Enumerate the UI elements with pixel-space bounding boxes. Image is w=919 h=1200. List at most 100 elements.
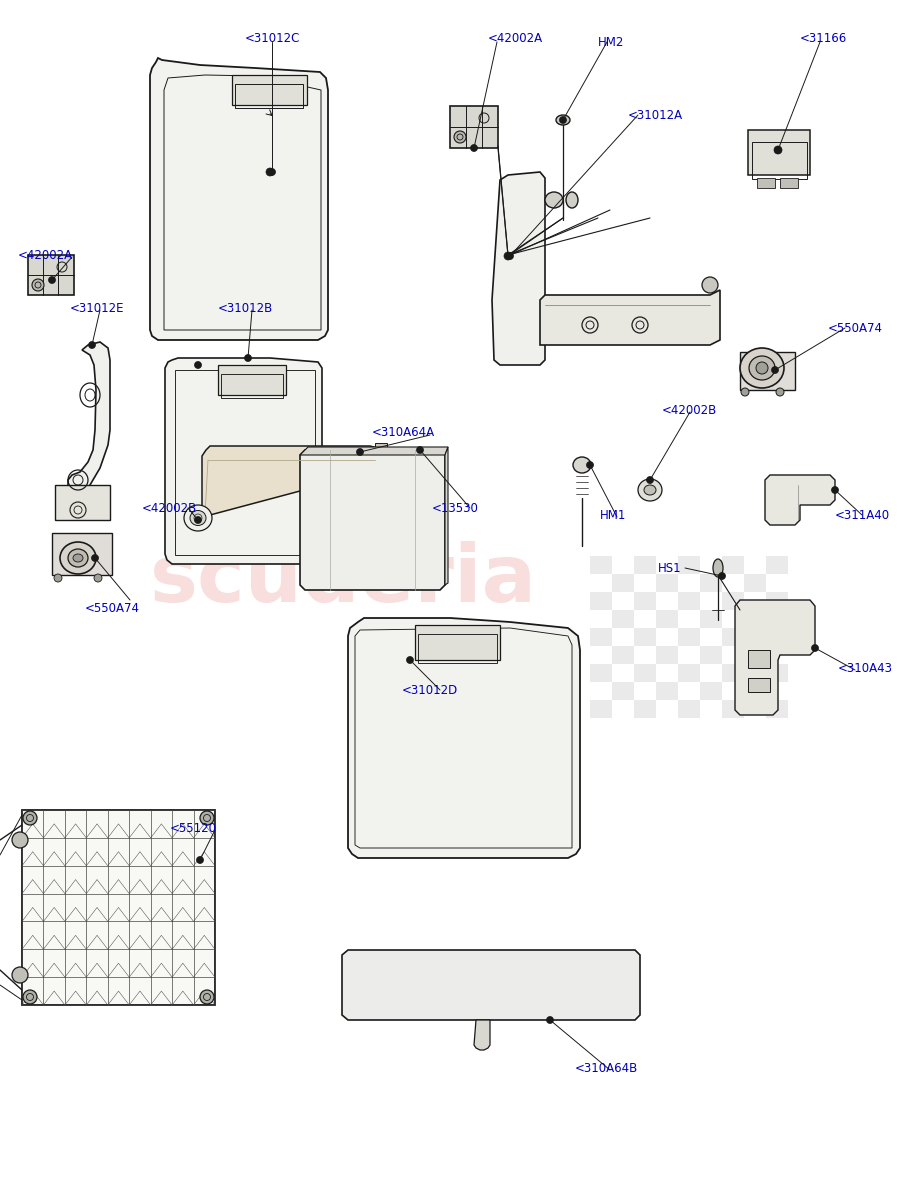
Bar (52, 533, 112, 575)
Text: <550A74: <550A74 (85, 601, 140, 614)
Ellipse shape (266, 168, 274, 176)
Bar (743, 682, 766, 700)
Ellipse shape (506, 252, 513, 259)
Bar (699, 610, 721, 628)
Bar (218, 365, 286, 395)
Ellipse shape (416, 446, 423, 454)
Text: <13530: <13530 (432, 502, 479, 515)
Ellipse shape (184, 505, 211, 530)
Text: <42002A: <42002A (487, 31, 542, 44)
Ellipse shape (555, 115, 570, 125)
Bar (766, 592, 788, 610)
Bar (589, 700, 611, 718)
Bar (779, 178, 797, 188)
Bar (380, 452, 388, 461)
Text: <311A40: <311A40 (834, 509, 890, 522)
Ellipse shape (739, 348, 783, 388)
Bar (417, 634, 496, 662)
Polygon shape (539, 290, 720, 346)
Ellipse shape (91, 554, 98, 562)
Text: <310A64A: <310A64A (371, 426, 435, 438)
Bar (633, 664, 655, 682)
Polygon shape (68, 342, 110, 498)
Bar (743, 574, 766, 592)
Bar (739, 352, 794, 390)
Bar (677, 556, 699, 574)
Bar (55, 485, 110, 520)
Bar (611, 682, 633, 700)
Bar (747, 130, 809, 175)
Ellipse shape (49, 276, 55, 283)
Bar (22, 810, 215, 1004)
Ellipse shape (573, 457, 590, 473)
Text: <42002B: <42002B (142, 502, 197, 515)
Bar (766, 664, 788, 682)
Ellipse shape (643, 485, 655, 496)
Text: <31012E: <31012E (70, 301, 124, 314)
Text: <42002B: <42002B (662, 403, 717, 416)
Text: <42002A: <42002A (18, 248, 73, 262)
Text: <550A74: <550A74 (827, 322, 882, 335)
Bar (611, 646, 633, 664)
Bar (766, 700, 788, 718)
Bar (756, 178, 774, 188)
Ellipse shape (712, 559, 722, 577)
Ellipse shape (718, 572, 725, 580)
Bar (633, 628, 655, 646)
Bar (589, 664, 611, 682)
Bar (721, 700, 743, 718)
Polygon shape (492, 172, 544, 365)
Bar (655, 646, 677, 664)
Text: HM2: HM2 (597, 36, 624, 48)
Bar (633, 592, 655, 610)
Ellipse shape (755, 362, 767, 374)
Ellipse shape (773, 146, 781, 154)
Ellipse shape (631, 317, 647, 334)
Ellipse shape (190, 510, 206, 526)
Bar (699, 574, 721, 592)
Bar (589, 556, 611, 574)
Text: <310A64B: <310A64B (574, 1062, 638, 1074)
Bar (28, 256, 74, 295)
Bar (234, 84, 302, 108)
Ellipse shape (68, 550, 88, 568)
Ellipse shape (32, 280, 44, 292)
Ellipse shape (565, 192, 577, 208)
Bar (414, 625, 499, 660)
Bar (449, 106, 497, 148)
Ellipse shape (775, 388, 783, 396)
Bar (677, 700, 699, 718)
Text: HS1: HS1 (657, 562, 681, 575)
Bar (721, 664, 743, 682)
Polygon shape (342, 950, 640, 1020)
Bar (655, 682, 677, 700)
Polygon shape (445, 448, 448, 586)
Bar (375, 443, 387, 458)
Ellipse shape (12, 832, 28, 848)
Bar (766, 628, 788, 646)
Text: <310A43: <310A43 (837, 661, 892, 674)
Ellipse shape (470, 144, 477, 151)
Ellipse shape (244, 354, 251, 361)
Bar (721, 592, 743, 610)
Ellipse shape (811, 644, 818, 652)
Ellipse shape (559, 116, 566, 124)
Bar (232, 76, 307, 106)
Text: <31012D: <31012D (402, 684, 458, 696)
Polygon shape (300, 450, 445, 590)
Bar (611, 610, 633, 628)
Text: HM1: HM1 (599, 509, 626, 522)
Bar (677, 664, 699, 682)
Ellipse shape (586, 462, 593, 468)
Bar (743, 646, 766, 664)
Bar (747, 678, 769, 692)
Bar (589, 628, 611, 646)
Bar (589, 592, 611, 610)
Polygon shape (165, 358, 322, 564)
Ellipse shape (453, 131, 466, 143)
Ellipse shape (23, 990, 37, 1004)
Ellipse shape (60, 542, 96, 574)
Ellipse shape (637, 479, 662, 502)
Bar (633, 700, 655, 718)
Ellipse shape (504, 252, 512, 260)
